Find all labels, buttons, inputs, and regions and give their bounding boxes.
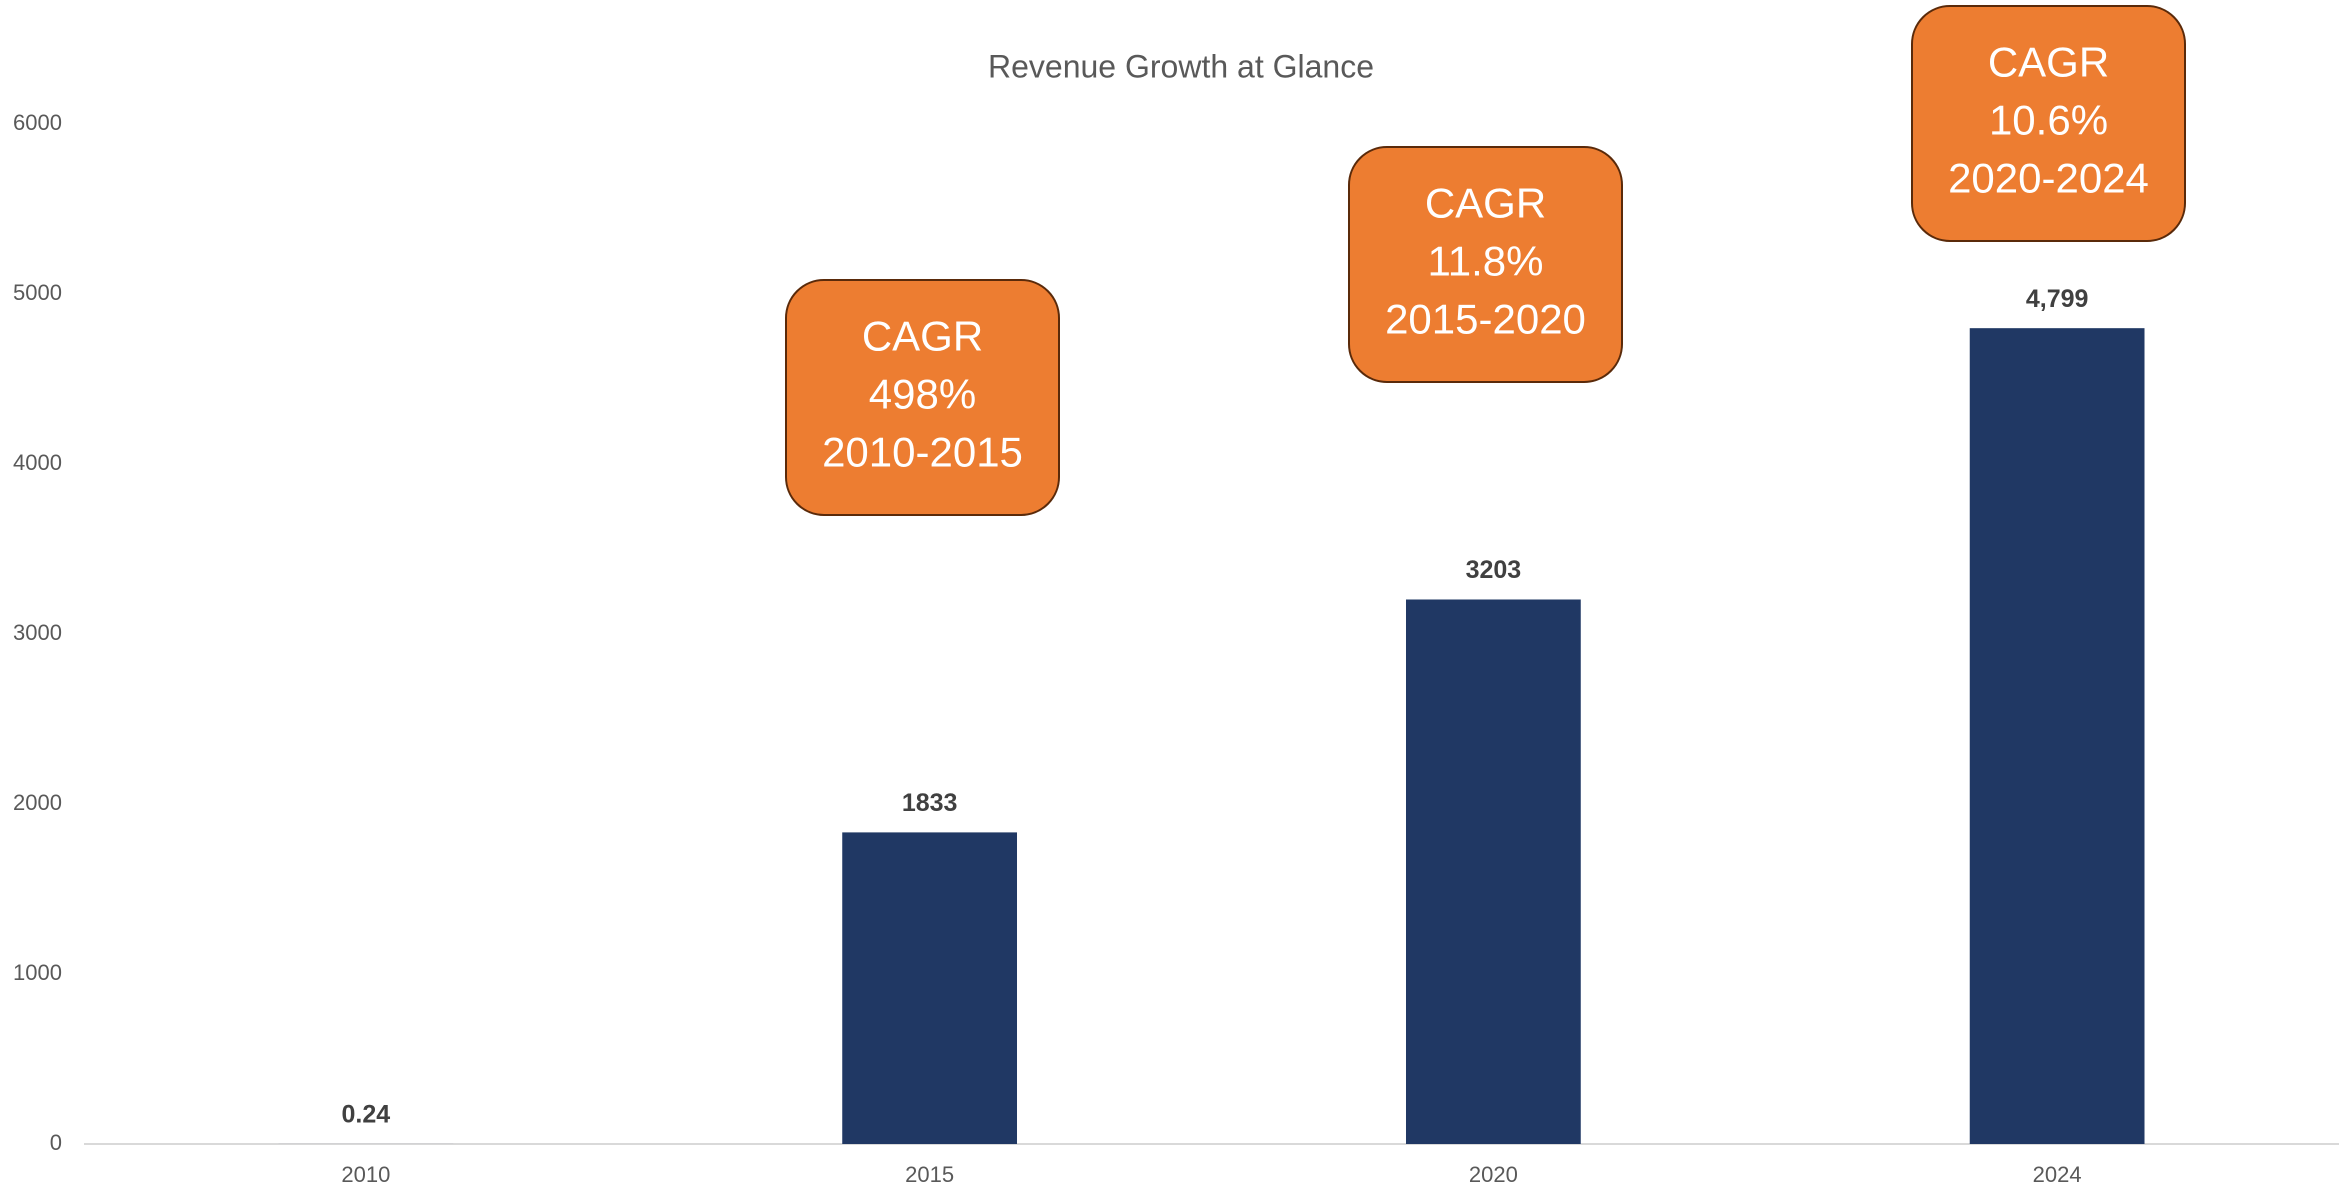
y-tick-label: 6000: [13, 110, 62, 135]
data-label: 0.24: [342, 1101, 391, 1129]
y-tick-label: 5000: [13, 280, 62, 305]
annotation-text: 2010-2015: [822, 429, 1023, 476]
annotation-text: 498%: [869, 371, 976, 418]
data-label: 1833: [902, 789, 958, 817]
annotation-text: 2020-2024: [1948, 155, 2149, 202]
data-label: 4,799: [2026, 285, 2089, 313]
chart-title: Revenue Growth at Glance: [988, 48, 1374, 84]
bar: [1969, 328, 2145, 1144]
x-tick-label: 2024: [2033, 1162, 2082, 1187]
x-tick-label: 2020: [1469, 1162, 1518, 1187]
x-tick-label: 2015: [905, 1162, 954, 1187]
annotation-text: 10.6%: [1989, 97, 2108, 144]
annotation-box: [1348, 146, 1623, 383]
annotation-text: CAGR: [1425, 180, 1546, 227]
y-tick-label: 0: [50, 1130, 62, 1155]
bar: [1405, 599, 1581, 1144]
annotation-text: CAGR: [862, 313, 983, 360]
annotation-box: [785, 279, 1060, 516]
annotation-box: [1911, 5, 2186, 242]
data-label: 3203: [1466, 556, 1522, 584]
bar: [842, 832, 1018, 1144]
x-tick-label: 2010: [341, 1162, 390, 1187]
annotation-text: 2015-2020: [1385, 296, 1586, 343]
annotation-text: 11.8%: [1428, 238, 1544, 285]
y-tick-label: 1000: [13, 960, 62, 985]
y-tick-label: 3000: [13, 620, 62, 645]
y-tick-label: 4000: [13, 450, 62, 475]
y-tick-label: 2000: [13, 790, 62, 815]
annotation-text: CAGR: [1988, 39, 2109, 86]
